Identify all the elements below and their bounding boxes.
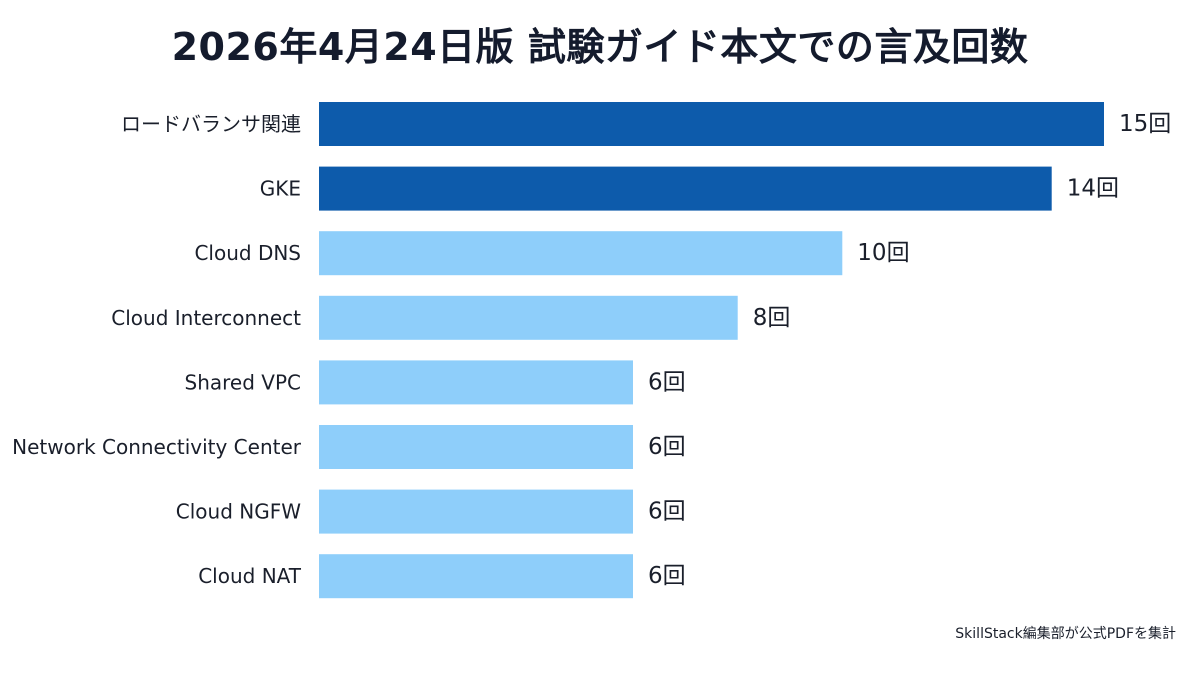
category-labels: ロードバランサ関連 GKE Cloud DNS Cloud Interconnect S… [12,112,302,588]
source-note: SkillStack編集部が公式PDFを集計 [955,626,1176,642]
category-label: ロードバランサ関連 [121,112,301,136]
category-label: Shared VPC [185,370,301,394]
bar [319,554,633,599]
bar [319,295,738,340]
value-label: 6回 [648,369,686,395]
value-label: 6回 [648,563,686,589]
category-label: Cloud NAT [198,564,302,588]
value-label: 8回 [753,305,791,331]
value-label: 10回 [857,240,909,266]
category-label: Cloud Interconnect [111,306,301,330]
bars-layer [319,102,1104,599]
category-label: Cloud NGFW [176,500,301,524]
category-label: GKE [260,177,301,201]
value-label: 6回 [648,499,686,525]
value-labels: 15回 14回 10回 8回 6回 6回 6回 6回 [648,111,1171,589]
value-label: 15回 [1119,111,1171,137]
bar [319,425,633,469]
bar [319,166,1052,211]
bar [319,102,1104,146]
bar [319,231,843,276]
category-label: Network Connectivity Center [12,435,302,459]
bar [319,489,633,534]
category-label: Cloud DNS [194,241,301,265]
value-label: 6回 [648,434,686,460]
chart-title: 2026年4月24日版 試験ガイド本文での言及回数 [171,25,1029,69]
bar [319,360,633,405]
value-label: 14回 [1067,176,1119,202]
